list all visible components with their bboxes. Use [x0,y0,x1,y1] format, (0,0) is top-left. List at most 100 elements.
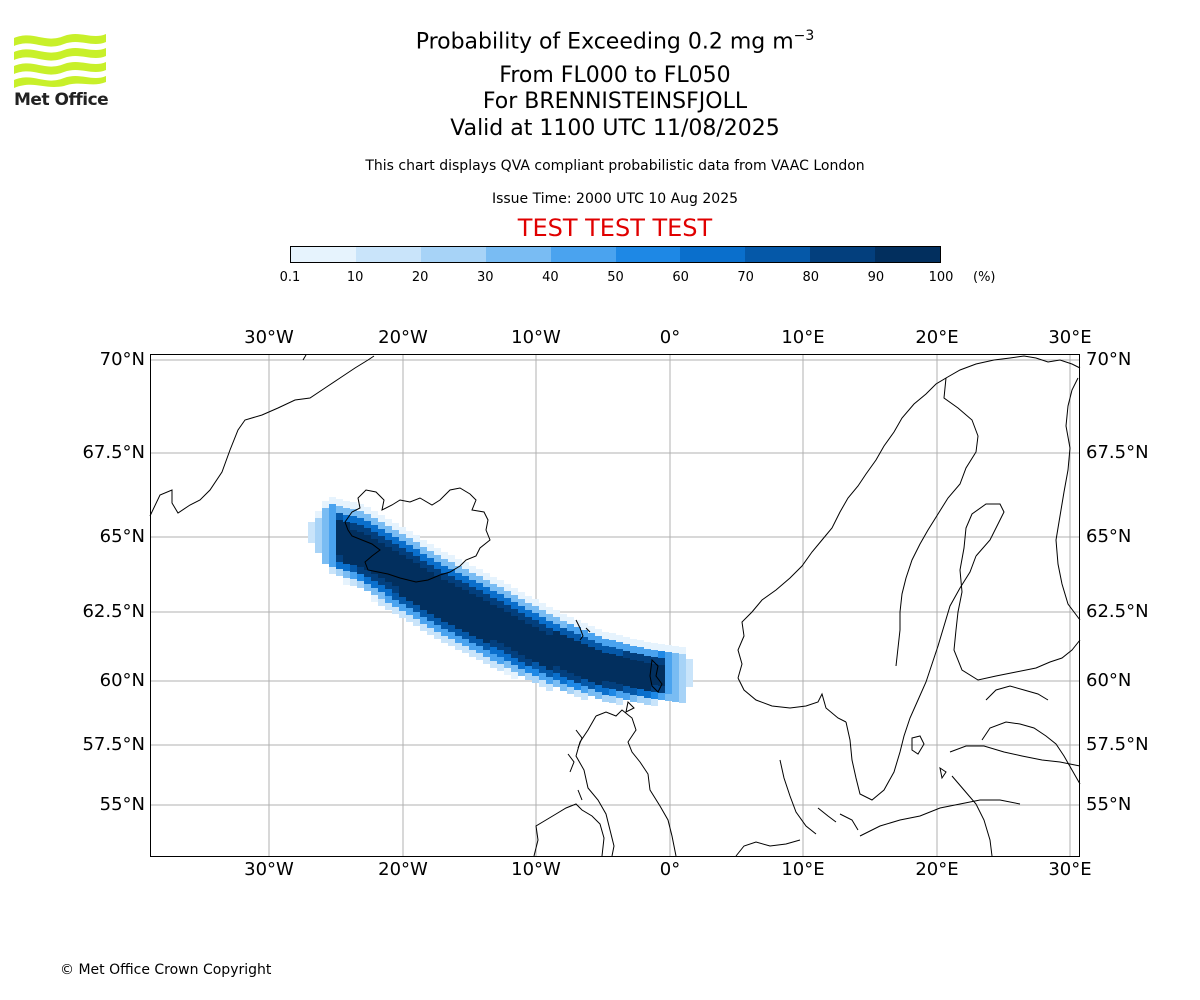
plume-cell [378,557,385,564]
plume-cell [665,673,672,680]
plume-cell [357,546,364,553]
plume-cell [434,576,441,583]
chart-title: Probability of Exceeding 0.2 mg m−3 [0,28,1200,54]
plume-cell [504,626,511,633]
coastline-norway [737,355,1081,679]
met-office-wave-icon [14,34,106,88]
plume-cell [462,646,469,653]
plume-cell [511,630,518,637]
plume-cell [588,668,595,675]
plume-cell [553,652,560,659]
plume-cell [546,607,553,614]
plume-cell [497,594,504,601]
plume-cell [343,529,350,536]
plume-cell [518,634,525,641]
plume-cell [329,546,336,553]
plume-cell [623,651,630,658]
plume-cell [378,599,385,606]
plume-cell [609,640,616,647]
map-frame [150,354,1080,857]
plume-cell [455,643,462,650]
coastline-britain [575,709,677,857]
plume-cell [427,586,434,593]
plume-cell [329,560,336,567]
plume-cell [462,597,469,604]
plume-cell [441,615,448,622]
plume-cell [581,686,588,693]
plume-cell [567,645,574,652]
graticule [150,354,1080,857]
plume-cell [553,624,560,631]
plume-cell [553,673,560,680]
plume-cell [371,567,378,574]
latitude-label: 65°N [99,526,145,547]
plume-cell [518,669,525,676]
plume-cell [490,640,497,647]
plume-cell [413,591,420,598]
plume-cell [469,580,476,587]
plume-cell [553,617,560,624]
plume-cell [532,641,539,648]
plume-cell [588,661,595,668]
plume-cell [357,525,364,532]
plume-cell [399,604,406,611]
plume-cell [483,594,490,601]
plume-cell [504,612,511,619]
latitude-label: 70°N [1086,349,1132,370]
plume-cell [553,645,560,652]
plume-cell [420,561,427,568]
plume-cell [378,522,385,529]
plume-cell [441,594,448,601]
plume-cell [532,613,539,620]
plume-cell [609,647,616,654]
plume-cell [315,518,322,525]
plume-cell [399,590,406,597]
colorbar-tick-label: 40 [542,270,559,285]
colorbar-tick-label: 100 [928,270,954,285]
plume-cell [490,626,497,633]
colorbar-segment [875,247,941,262]
plume-cell [630,653,637,660]
plume-cell [511,665,518,672]
plume-cell [392,593,399,600]
plume-cell [490,633,497,640]
plume-cell [665,645,672,652]
plume-cell [595,685,602,692]
plume-cell [511,637,518,644]
plume-cell [413,535,420,542]
plume-cell [504,591,511,598]
longitude-label: 10°W [511,859,561,880]
plume-cell [490,598,497,605]
plume-cell [441,587,448,594]
plume-cell [448,583,455,590]
plume-cell [364,584,371,591]
plume-cell [483,636,490,643]
plume-cell [392,579,399,586]
plume-cell [616,670,623,677]
plume-cell [434,611,441,618]
colorbar-tick-label: 50 [607,270,624,285]
plume-cell [406,601,413,608]
plume-cell [504,584,511,591]
plume-cell [574,655,581,662]
plume-cell [525,631,532,638]
plume-cell [602,660,609,667]
plume-cell [679,661,686,668]
plume-cell [532,606,539,613]
plume-cell [469,643,476,650]
plume-cell [336,555,343,562]
plume-cell [469,587,476,594]
plume-cell [518,627,525,634]
border-finland-russia [1055,377,1081,621]
plume-cell [560,677,567,684]
plume-cell [637,696,644,703]
latitude-label: 57.5°N [1086,734,1149,755]
plume-cell [588,689,595,696]
plume-cell [322,557,329,564]
plume-cell [511,651,518,658]
plume-cell [420,568,427,575]
plume-cell [658,644,665,651]
plume-cell [462,632,469,639]
plume-cell [420,617,427,624]
plume-cell [595,671,602,678]
